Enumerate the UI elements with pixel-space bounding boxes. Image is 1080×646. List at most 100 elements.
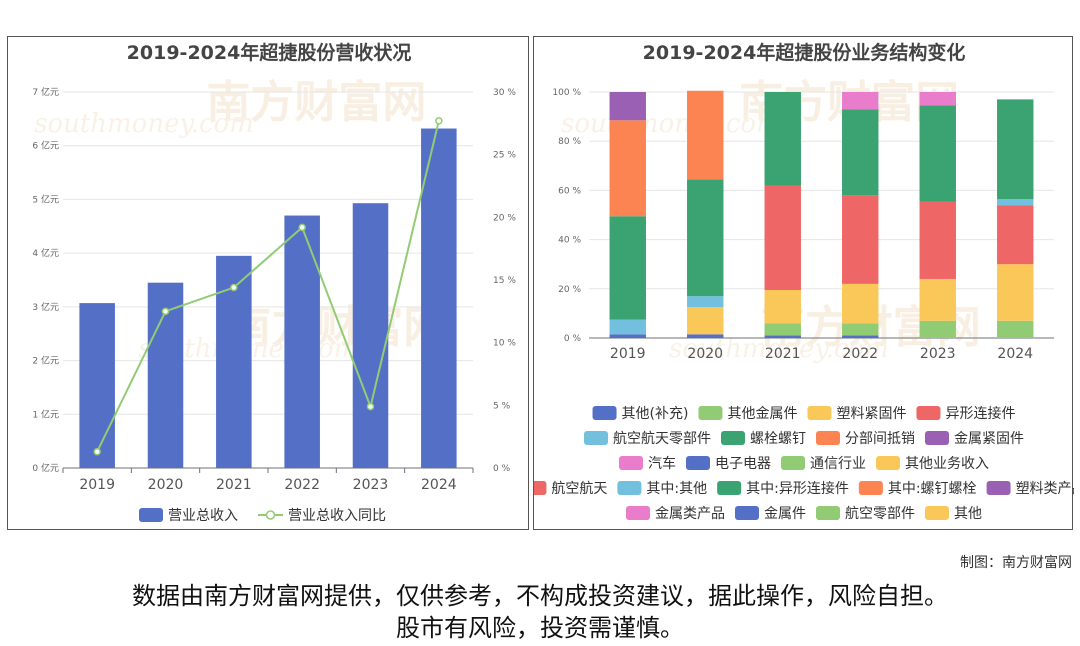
y-left-tick-label: 5 亿元 xyxy=(32,193,59,205)
stack-segment xyxy=(609,120,646,217)
business-structure-chart-panel: 南方财富网southmoney.com南方财富网southmoney.com20… xyxy=(533,36,1074,530)
x-tick-label: 2022 xyxy=(284,477,320,493)
revenue-chart-panel: 南方财富网southmoney.com南方财富网southmoney.com20… xyxy=(7,36,529,530)
legend-swatch xyxy=(924,431,949,445)
stack-segment xyxy=(764,92,801,186)
legend-swatch xyxy=(721,431,746,445)
legend-swatch xyxy=(807,406,832,420)
legend-label: 航空零部件 xyxy=(845,506,915,522)
legend-label: 其他金属件 xyxy=(727,406,797,422)
legend-swatch xyxy=(924,506,949,520)
y-left-tick-label: 7 亿元 xyxy=(32,86,59,98)
y-left-tick-label: 6 亿元 xyxy=(32,140,59,152)
stack-segment xyxy=(764,335,801,338)
revenue-bar xyxy=(421,128,457,469)
revenue-bar xyxy=(352,203,389,468)
legend-label: 分部间抵销 xyxy=(845,431,915,447)
stack-segment xyxy=(764,185,801,291)
stack-segment xyxy=(997,264,1034,321)
stack-segment xyxy=(687,334,724,338)
disclaimer: 数据由南方财富网提供，仅供参考，不构成投资建议，据此操作，风险自担。 股市有风险… xyxy=(0,580,1080,644)
y-left-tick-label: 3 亿元 xyxy=(32,301,59,313)
stack-segment xyxy=(687,179,724,297)
legend-swatch xyxy=(584,431,609,445)
y-tick-label: 0 % xyxy=(564,334,582,344)
yoy-point xyxy=(230,283,238,292)
yoy-point xyxy=(435,117,443,125)
stack-segment xyxy=(842,323,879,336)
stack-segment xyxy=(919,320,956,338)
legend-label-yoy: 营业总收入同比 xyxy=(288,508,386,524)
stack-segment xyxy=(764,323,801,336)
y-tick-label: 100 % xyxy=(552,88,581,98)
legend-swatch xyxy=(816,506,840,520)
stack-segment xyxy=(687,296,724,308)
yoy-point xyxy=(161,307,170,316)
legend-swatch xyxy=(592,406,617,420)
legend-swatch-revenue xyxy=(139,508,163,522)
legend-swatch xyxy=(735,506,760,520)
legend-label: 异形连接件 xyxy=(945,405,1015,422)
chart-credit: 制图：南方财富网 xyxy=(960,555,1072,571)
yoy-point xyxy=(93,447,101,456)
legend-label: 通信行业 xyxy=(810,456,866,472)
stack-segment xyxy=(609,334,646,338)
stack-segment xyxy=(919,105,956,202)
revenue-bar xyxy=(284,215,320,468)
stack-segment xyxy=(609,319,646,335)
stack-segment xyxy=(842,335,879,338)
x-tick-label: 2023 xyxy=(920,346,956,362)
yoy-point xyxy=(366,402,375,411)
x-tick-label: 2020 xyxy=(687,346,723,362)
stack-segment xyxy=(997,205,1034,265)
legend-swatch xyxy=(781,456,806,470)
y-tick-label: 60 % xyxy=(558,186,581,196)
legend-swatch xyxy=(816,431,840,445)
stack-segment xyxy=(997,320,1034,338)
legend-label: 其他 xyxy=(954,506,982,522)
legend-swatch xyxy=(986,481,1011,495)
y-right-tick-label: 20 % xyxy=(493,213,516,223)
y-right-tick-label: 5 % xyxy=(493,401,511,411)
disclaimer-line-2: 股市有风险，投资需谨慎。 xyxy=(396,614,684,642)
stack-segment xyxy=(687,90,724,180)
y-right-tick-label: 25 % xyxy=(493,151,516,161)
x-tick-label: 2019 xyxy=(610,346,646,362)
legend-label: 汽车 xyxy=(648,455,676,472)
x-tick-label: 2023 xyxy=(353,477,389,493)
revenue-chart: 南方财富网southmoney.com南方财富网southmoney.com20… xyxy=(32,41,516,524)
legend-swatch xyxy=(686,456,711,470)
legend-swatch xyxy=(534,481,547,495)
stack-segment xyxy=(609,216,646,320)
stack-segment xyxy=(842,195,879,284)
revenue-bar xyxy=(79,303,115,468)
stack-segment xyxy=(997,199,1034,206)
stack-segment xyxy=(842,283,879,324)
legend-label: 其中:其他 xyxy=(646,481,707,497)
stack-segment xyxy=(919,278,956,321)
x-tick-label: 2020 xyxy=(148,477,184,493)
stack-segment xyxy=(919,201,956,279)
legend-label: 金属类产品 xyxy=(655,506,725,522)
stack-segment xyxy=(687,307,724,335)
legend-swatch xyxy=(698,406,723,420)
legend-label: 塑料类产品 xyxy=(1016,481,1074,497)
legend-label: 其他业务收入 xyxy=(905,456,989,472)
legend-label: 电子电器 xyxy=(715,456,771,472)
watermark-text: 南方财富网 xyxy=(227,302,447,353)
y-left-tick-label: 2 亿元 xyxy=(32,355,59,367)
watermark-text: southmoney.com xyxy=(561,109,781,139)
x-tick-label: 2024 xyxy=(421,477,457,493)
stack-segment xyxy=(997,99,1034,200)
business-structure-chart: 南方财富网southmoney.com南方财富网southmoney.com20… xyxy=(534,41,1074,522)
legend-swatch xyxy=(626,506,651,520)
legend-label: 航空航天 xyxy=(551,481,607,497)
legend-swatch xyxy=(858,481,883,495)
legend-label: 金属紧固件 xyxy=(954,431,1024,447)
disclaimer-line-1: 数据由南方财富网提供，仅供参考，不构成投资建议，据此操作，风险自担。 xyxy=(132,582,948,610)
yoy-point xyxy=(298,223,306,232)
legend-label: 航空航天零部件 xyxy=(613,431,711,447)
legend-label: 金属件 xyxy=(764,506,806,522)
stack-segment xyxy=(842,92,879,110)
y-right-tick-label: 30 % xyxy=(493,88,516,98)
